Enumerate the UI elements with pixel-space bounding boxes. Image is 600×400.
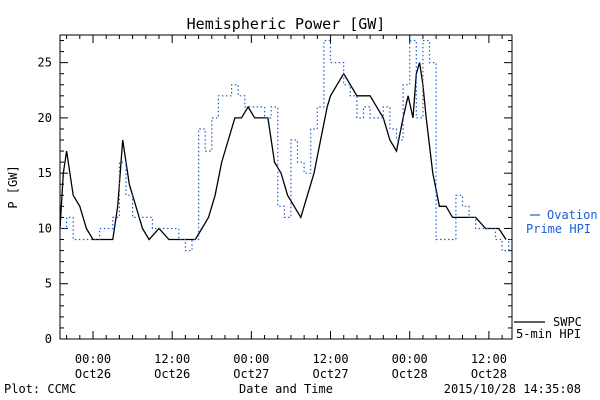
y-tick-label: 15: [38, 166, 52, 180]
chart-title: Hemispheric Power [GW]: [187, 15, 386, 33]
plot-area: [59, 34, 513, 340]
series-swpc-line: [59, 62, 507, 241]
x-tick-label-date: Oct27: [312, 367, 348, 381]
legend-swpc-label-2: 5-min HPI: [516, 327, 581, 341]
legend: Ovation Prime HPI SWPC 5-min HPI: [514, 208, 598, 341]
legend-ovation-label-1: Ovation: [547, 208, 598, 222]
y-tick-label: 10: [38, 221, 52, 235]
x-tick-label-time: 12:00: [312, 352, 348, 366]
legend-swpc-label-1: SWPC: [553, 315, 582, 329]
plot-timestamp: 2015/10/28 14:35:08: [444, 382, 581, 396]
x-tick-label-date: Oct26: [154, 367, 190, 381]
x-tick-label-date: Oct28: [471, 367, 507, 381]
x-axis: 00:00Oct2612:00Oct2600:00Oct2712:00Oct27…: [66, 35, 507, 381]
series-ovation-line: [60, 39, 512, 252]
x-tick-label-time: 00:00: [233, 352, 269, 366]
x-tick-label-date: Oct26: [75, 367, 111, 381]
legend-ovation-label-2: Prime HPI: [526, 222, 591, 236]
y-tick-label: 20: [38, 111, 52, 125]
x-axis-label: Date and Time: [239, 382, 333, 396]
plot-border: [59, 34, 513, 340]
x-tick-label-time: 00:00: [392, 352, 428, 366]
y-axis-label: P [GW]: [6, 165, 20, 208]
y-tick-label: 25: [38, 56, 52, 70]
x-tick-label-date: Oct28: [392, 367, 428, 381]
series-layer: [59, 39, 512, 252]
x-tick-label-time: 12:00: [154, 352, 190, 366]
y-tick-label: 5: [45, 277, 52, 291]
x-tick-label-time: 00:00: [75, 352, 111, 366]
x-tick-label-time: 12:00: [471, 352, 507, 366]
y-tick-label: 0: [45, 332, 52, 346]
x-tick-label-date: Oct27: [233, 367, 269, 381]
plot-credit: Plot: CCMC: [4, 382, 76, 396]
y-axis: 0 5 10 15 20 25: [38, 40, 512, 346]
